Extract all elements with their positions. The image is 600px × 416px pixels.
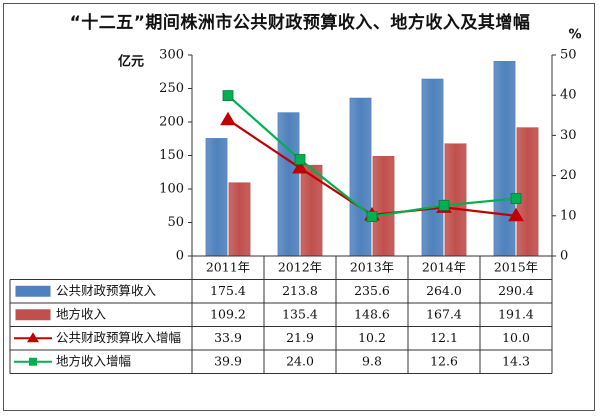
table-cell-value: 14.3 (502, 353, 530, 368)
marker-square (294, 154, 306, 165)
table-cell-value: 21.9 (286, 330, 314, 345)
marker-triangle (508, 207, 524, 222)
line-local-growth (227, 94, 517, 218)
marker-square (366, 211, 378, 223)
legend-label: 公共财政预算收入增幅 (56, 330, 181, 345)
y-right-tick-label: 30 (560, 128, 577, 143)
marker-square (438, 199, 450, 211)
table-cell-value: 135.4 (282, 306, 318, 321)
category-label: 2011年 (206, 259, 250, 274)
y-right-tick-label: 40 (560, 88, 577, 103)
marker-square (510, 193, 522, 204)
bar-local-revenue (444, 143, 467, 257)
legend-key-public-revenue (15, 285, 51, 297)
table-cell-value: 175.4 (210, 283, 246, 298)
bar-public-revenue (205, 138, 228, 257)
legend-label: 地方收入 (56, 306, 107, 321)
y-left-unit: 亿元 (118, 54, 144, 70)
y-right-tick-label: 10 (560, 208, 577, 223)
legend-label: 公共财政预算收入 (56, 283, 157, 298)
table-cell-value: 213.8 (282, 283, 318, 298)
bar-local-revenue (300, 164, 323, 257)
marker-triangle (292, 159, 308, 174)
legend-key-local-revenue (15, 309, 51, 321)
legend-marker-square (29, 357, 37, 366)
y-right-tick-label: 50 (560, 48, 577, 63)
table-cell-value: 12.1 (430, 330, 458, 345)
legend-marker-triangle (27, 332, 39, 343)
y-left-tick-label: 300 (159, 48, 184, 63)
y-left-tick-label: 150 (159, 148, 184, 163)
bar-local-revenue (372, 156, 395, 257)
y-left-tick-label: 100 (159, 182, 184, 197)
table-cell-value: 264.0 (426, 283, 462, 298)
table-cell-value: 10.0 (502, 330, 530, 345)
bar-local-revenue (516, 127, 539, 257)
category-label: 2012年 (278, 259, 322, 274)
table-cell-value: 12.6 (430, 353, 458, 368)
table-cell-value: 191.4 (498, 306, 534, 321)
table-cell-value: 235.6 (354, 283, 390, 298)
bar-public-revenue (277, 112, 300, 257)
bar-public-revenue (421, 78, 444, 257)
y-left-tick-label: 0 (176, 249, 184, 264)
category-label: 2015年 (494, 259, 538, 274)
table-cell-value: 9.8 (362, 353, 382, 368)
y-right-tick-label: 0 (560, 249, 568, 264)
table-cell-value: 24.0 (286, 353, 314, 368)
bar-public-revenue (493, 61, 516, 257)
category-label: 2014年 (422, 259, 466, 274)
table-cell-value: 10.2 (358, 330, 386, 345)
table-cell-value: 33.9 (214, 330, 242, 345)
table-cell-value: 290.4 (498, 283, 534, 298)
table-cell-value: 148.6 (354, 306, 390, 321)
marker-triangle (220, 111, 236, 126)
chart-title: “十二五”期间株洲市公共财政预算收入、地方收入及其增幅 (69, 13, 531, 33)
bar-local-revenue (228, 182, 251, 257)
legend-label: 地方收入增幅 (56, 353, 131, 368)
bar-public-revenue (349, 97, 372, 257)
y-left-tick-label: 50 (167, 215, 184, 230)
marker-square (222, 90, 234, 102)
y-left-tick-label: 250 (159, 81, 184, 96)
y-right-unit: % (568, 28, 581, 43)
table-cell-value: 109.2 (210, 306, 246, 321)
table-cell-value: 39.9 (214, 353, 242, 368)
category-label: 2013年 (350, 259, 394, 274)
table-cell-value: 167.4 (426, 306, 462, 321)
y-right-tick-label: 20 (560, 168, 577, 183)
y-left-tick-label: 200 (159, 115, 184, 130)
